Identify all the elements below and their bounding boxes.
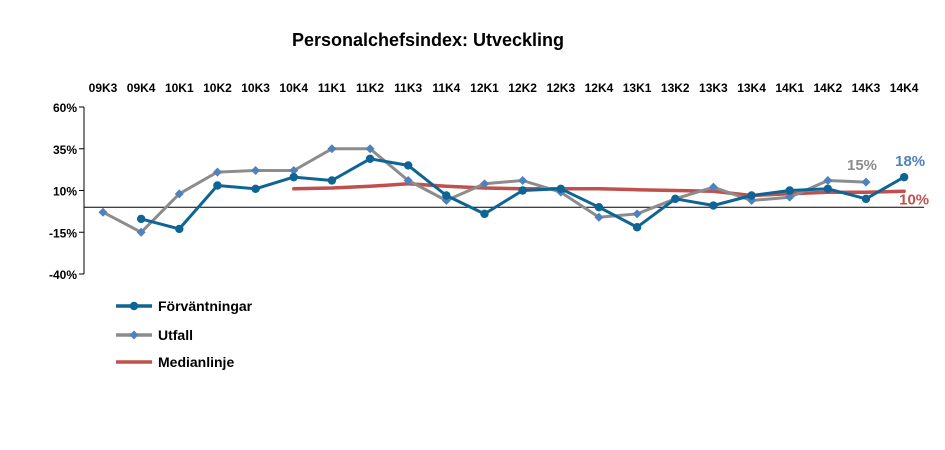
x-tick-label: 10K3 xyxy=(241,81,270,95)
end-label: 18% xyxy=(895,153,925,170)
series-line xyxy=(101,147,868,234)
data-point xyxy=(175,224,184,234)
data-point xyxy=(671,194,680,204)
x-tick-label: 11K2 xyxy=(356,81,384,95)
x-tick-label: 10K1 xyxy=(165,81,194,95)
data-point xyxy=(365,144,375,154)
y-tick-label: -40% xyxy=(49,268,77,282)
data-point xyxy=(594,212,604,222)
data-point xyxy=(404,161,413,170)
data-point xyxy=(327,144,337,154)
x-tick-label: 14K1 xyxy=(775,81,804,95)
data-point xyxy=(289,165,299,175)
x-tick-label: 13K2 xyxy=(661,81,690,95)
series-group xyxy=(98,144,909,237)
data-point xyxy=(251,184,260,194)
x-tick-label: 10K2 xyxy=(203,81,232,95)
legend-item: Utfall xyxy=(116,327,193,343)
data-point xyxy=(594,203,604,212)
x-tick-label: 13K3 xyxy=(699,81,728,95)
x-tick-label: 12K1 xyxy=(470,81,499,95)
axes: 60% 35% 10% -15% -40% 09K3 09K4 10K1 10K2 10K3 10K… xyxy=(49,81,925,282)
data-point xyxy=(518,175,528,185)
end-label: 10% xyxy=(899,191,929,208)
data-point xyxy=(518,186,527,195)
data-point xyxy=(823,175,833,185)
data-point xyxy=(823,184,833,194)
data-point xyxy=(289,172,298,182)
data-point xyxy=(785,192,795,202)
data-point xyxy=(136,227,146,237)
y-tick-label: 35% xyxy=(53,143,77,157)
data-point xyxy=(98,207,108,217)
y-tick-label: -15% xyxy=(49,226,77,240)
legend: Förväntningar Utfall Medianlinje xyxy=(116,298,253,370)
chart-title: Personalchefsindex: Utveckling xyxy=(292,30,564,50)
legend-label: Medianlinje xyxy=(158,354,234,370)
x-tick-label: 11K1 xyxy=(318,81,346,95)
data-point xyxy=(709,201,718,210)
data-point xyxy=(861,194,871,204)
data-point xyxy=(174,189,184,199)
y-tick-label: 10% xyxy=(53,185,77,199)
x-tick-label: 13K1 xyxy=(623,81,652,95)
data-point xyxy=(327,176,337,185)
x-tick-label: 12K3 xyxy=(546,81,575,95)
x-tick-label: 11K4 xyxy=(432,81,460,95)
legend-item: Förväntningar xyxy=(116,298,253,314)
x-tick-label: 11K3 xyxy=(394,81,422,95)
x-tick-label: 12K2 xyxy=(508,81,537,95)
data-point xyxy=(136,214,146,224)
end-labels: 15% 18% 10% xyxy=(847,153,929,208)
data-point xyxy=(708,182,718,192)
data-point xyxy=(480,209,489,219)
legend-marker xyxy=(129,330,139,340)
legend-label: Utfall xyxy=(158,327,193,343)
data-point xyxy=(365,154,375,163)
x-tick-label: 14K4 xyxy=(890,81,919,95)
data-point xyxy=(632,223,642,232)
legend-item: Medianlinje xyxy=(116,354,234,370)
x-tick-label: 14K3 xyxy=(852,81,881,95)
data-point xyxy=(212,167,222,177)
data-point xyxy=(442,191,451,200)
data-point xyxy=(403,175,413,185)
data-point xyxy=(861,177,871,187)
x-tick-label: 12K4 xyxy=(585,81,614,95)
data-point xyxy=(251,165,261,175)
data-point xyxy=(556,184,565,194)
x-tick-label: 09K4 xyxy=(127,81,156,95)
x-tick-label: 13K4 xyxy=(737,81,766,95)
x-tick-label: 14K2 xyxy=(814,81,843,95)
series-0 xyxy=(136,154,909,234)
data-point xyxy=(747,191,756,200)
x-tick-label: 10K4 xyxy=(279,81,308,95)
legend-marker xyxy=(129,301,139,311)
end-label: 15% xyxy=(847,157,877,174)
data-point xyxy=(480,179,489,189)
data-point xyxy=(899,172,909,182)
data-point xyxy=(632,209,642,219)
legend-label: Förväntningar xyxy=(158,298,253,314)
data-point xyxy=(785,186,794,195)
x-tick-label: 09K3 xyxy=(89,81,118,95)
y-tick-label: 60% xyxy=(53,101,77,115)
data-point xyxy=(213,181,222,190)
